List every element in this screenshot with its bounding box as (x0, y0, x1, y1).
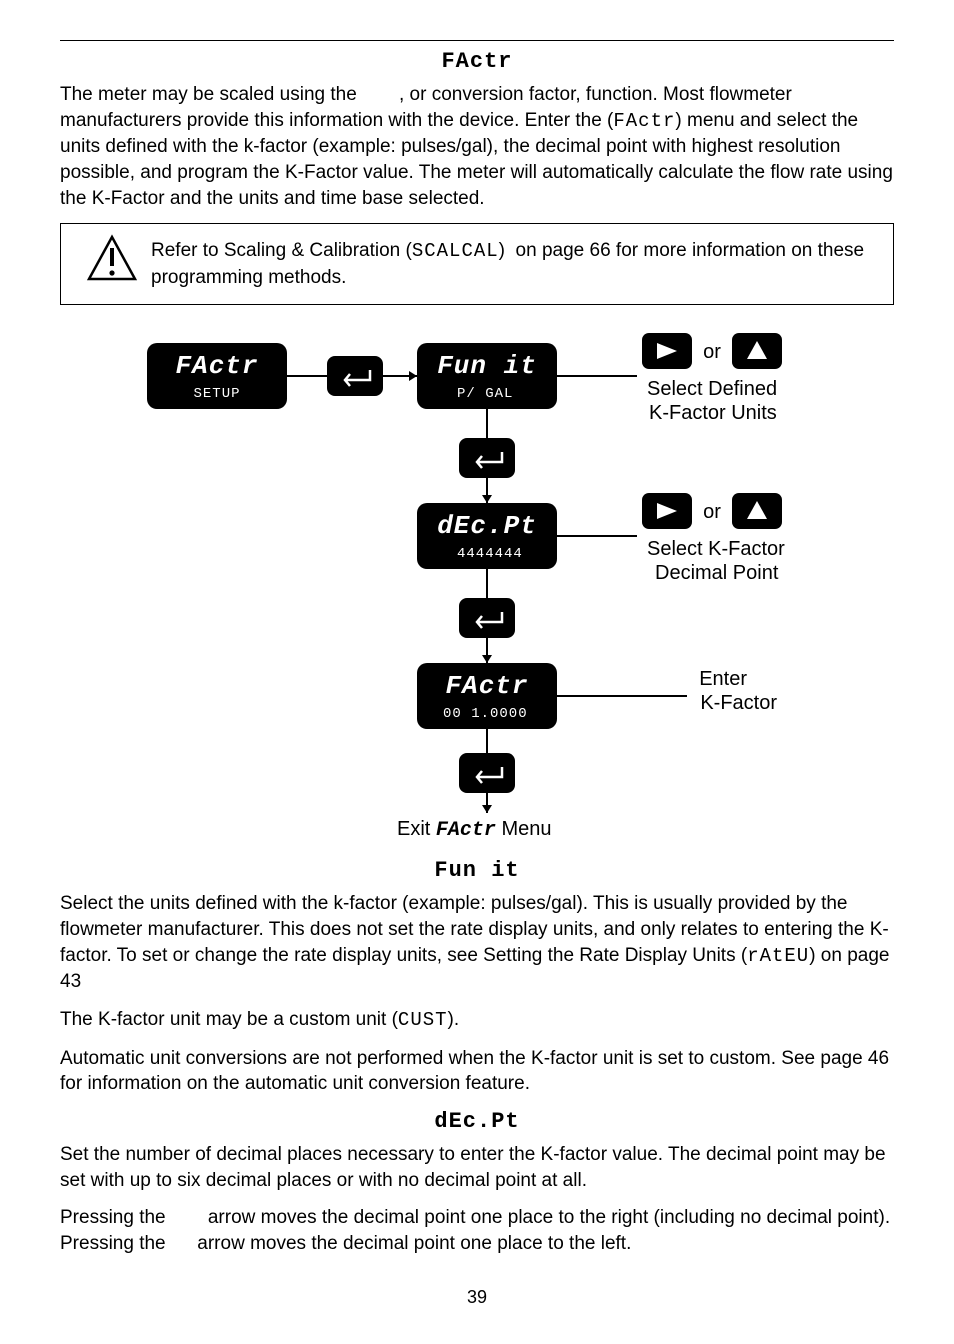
note-text-a: Refer to Scaling & Calibration ( (151, 240, 412, 261)
up-key-1 (732, 333, 782, 369)
exit-a: Exit (397, 818, 436, 840)
sec2-code1: rAtEU (747, 945, 809, 967)
enter-key-3 (459, 598, 515, 638)
disp4-bot: 00 1.0000 (443, 706, 528, 722)
label-3b: K-Factor (700, 692, 777, 714)
label-1b: K-Factor Units (649, 402, 777, 424)
sec2-p2b: ). (448, 1009, 460, 1030)
sec2-p1: Select the units defined with the k-fact… (60, 891, 894, 995)
section-title-2: Fun it (60, 858, 894, 883)
section-title-1: FActr (60, 49, 894, 74)
display-funit: Fun it P/ GAL (417, 343, 557, 409)
enter-key-1 (327, 356, 383, 396)
label-2a: Select K-Factor (647, 538, 785, 560)
disp2-top: Fun it (437, 351, 537, 381)
sec3-p2: Pressing the arrow moves the decimal poi… (60, 1205, 894, 1256)
sec2-p2: The K-factor unit may be a custom unit (… (60, 1007, 894, 1034)
enter-key-2 (459, 438, 515, 478)
page-number: 39 (60, 1287, 894, 1308)
exit-label: Exit FActr Menu (397, 818, 552, 842)
disp1-bot: SETUP (193, 386, 240, 402)
disp1-top: FActr (175, 351, 258, 381)
label-3a: Enter (699, 668, 747, 690)
up-key-2 (732, 493, 782, 529)
enter-key-4 (459, 753, 515, 793)
disp4-top: FActr (445, 671, 528, 701)
page-rule (60, 40, 894, 41)
display-factr-value: FActr 00 1.0000 (417, 663, 557, 729)
sec2-p2a: The K-factor unit may be a custom unit ( (60, 1009, 398, 1030)
display-factr-setup: FActr SETUP (147, 343, 287, 409)
exit-b: Menu (496, 818, 552, 840)
disp2-bot: P/ GAL (457, 386, 513, 402)
disp3-bot: 4444444 (457, 546, 523, 562)
right-key-1 (642, 333, 692, 369)
or-label-2: or (703, 501, 721, 523)
flow-diagram: FActr SETUP Fun it P/ GAL or Select Defi… (60, 323, 894, 848)
note-code: SCALCAL (412, 240, 499, 262)
sec2-p3: Automatic unit conversions are not perfo… (60, 1046, 894, 1097)
section-title-3: dEc.Pt (60, 1109, 894, 1134)
right-key-2 (642, 493, 692, 529)
label-1a: Select Defined (647, 378, 777, 400)
note-box: Refer to Scaling & Calibration (SCALCAL)… (60, 223, 894, 305)
exit-code: FActr (436, 819, 496, 842)
or-label-1: or (703, 341, 721, 363)
intro-paragraph: The meter may be scaled using the , or c… (60, 82, 894, 211)
warning-icon (85, 234, 139, 284)
label-2b: Decimal Point (655, 562, 779, 584)
display-decpt: dEc.Pt 4444444 (417, 503, 557, 569)
sec3-p1: Set the number of decimal places necessa… (60, 1142, 894, 1193)
disp3-top: dEc.Pt (437, 511, 537, 541)
sec2-code2: CUST (398, 1009, 448, 1031)
intro-code-1: FActr (613, 110, 675, 132)
